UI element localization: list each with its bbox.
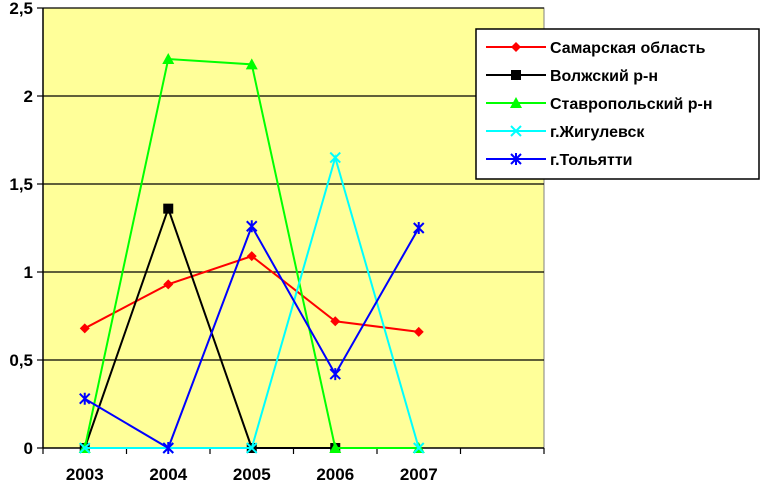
data-point bbox=[246, 442, 258, 454]
y-tick-label: 1,5 bbox=[9, 175, 33, 194]
data-point bbox=[413, 442, 425, 454]
legend-item: Волжский р-н bbox=[486, 68, 658, 85]
legend: Самарская область Волжский р-н Ставропольс… bbox=[475, 28, 760, 180]
data-point bbox=[79, 392, 91, 405]
data-point bbox=[413, 326, 424, 337]
data-point bbox=[162, 53, 175, 65]
series-group bbox=[78, 53, 425, 454]
series-5 bbox=[79, 220, 425, 454]
legend-label: Волжский р-н bbox=[550, 68, 658, 85]
y-tick-label: 2 bbox=[24, 87, 33, 106]
data-point bbox=[163, 279, 174, 290]
x-tick-label: 2005 bbox=[233, 465, 271, 484]
data-point bbox=[79, 442, 91, 454]
y-tick-label: 2,5 bbox=[9, 0, 33, 18]
x-tick-label: 2003 bbox=[66, 465, 104, 484]
data-point bbox=[329, 151, 341, 164]
y-axis-ticks: 0 0,5 1 1,5 2 2,5 bbox=[9, 0, 43, 458]
legend-label: г.Жигулевск bbox=[550, 124, 645, 141]
x-tick-label: 2006 bbox=[316, 465, 354, 484]
data-point bbox=[246, 251, 257, 262]
data-point bbox=[413, 222, 425, 234]
data-point bbox=[79, 323, 90, 334]
data-point bbox=[246, 220, 258, 233]
y-tick-label: 1 bbox=[24, 263, 33, 282]
legend-item: Ставропольский р-н bbox=[486, 96, 713, 113]
legend-label: Самарская область bbox=[550, 40, 706, 57]
data-point bbox=[245, 58, 258, 70]
legend-marker bbox=[510, 97, 522, 108]
y-tick-label: 0 bbox=[24, 439, 33, 458]
legend-label: Ставропольский р-н bbox=[550, 96, 713, 113]
data-point bbox=[162, 442, 174, 454]
gridlines bbox=[43, 7, 544, 361]
x-tick-label: 2004 bbox=[149, 465, 187, 484]
legend-marker bbox=[510, 125, 522, 137]
y-tick-label: 0,5 bbox=[9, 351, 33, 370]
legend-label: г.Тольятти bbox=[550, 152, 633, 169]
data-point bbox=[329, 368, 341, 381]
legend-item: г.Жигулевск bbox=[486, 124, 645, 141]
legend-item: Самарская область bbox=[486, 40, 706, 57]
plot-area bbox=[42, 7, 545, 449]
legend-marker bbox=[510, 153, 522, 165]
data-point bbox=[163, 203, 174, 214]
legend-item: г.Тольятти bbox=[486, 152, 633, 169]
x-axis-ticks: 2003 2004 2005 2006 2007 bbox=[42, 448, 545, 484]
series-line bbox=[83, 205, 336, 449]
legend-marker bbox=[511, 70, 521, 80]
data-point bbox=[329, 442, 342, 453]
legend-marker bbox=[511, 42, 521, 52]
x-tick-label: 2007 bbox=[400, 465, 438, 484]
data-point bbox=[330, 316, 341, 327]
